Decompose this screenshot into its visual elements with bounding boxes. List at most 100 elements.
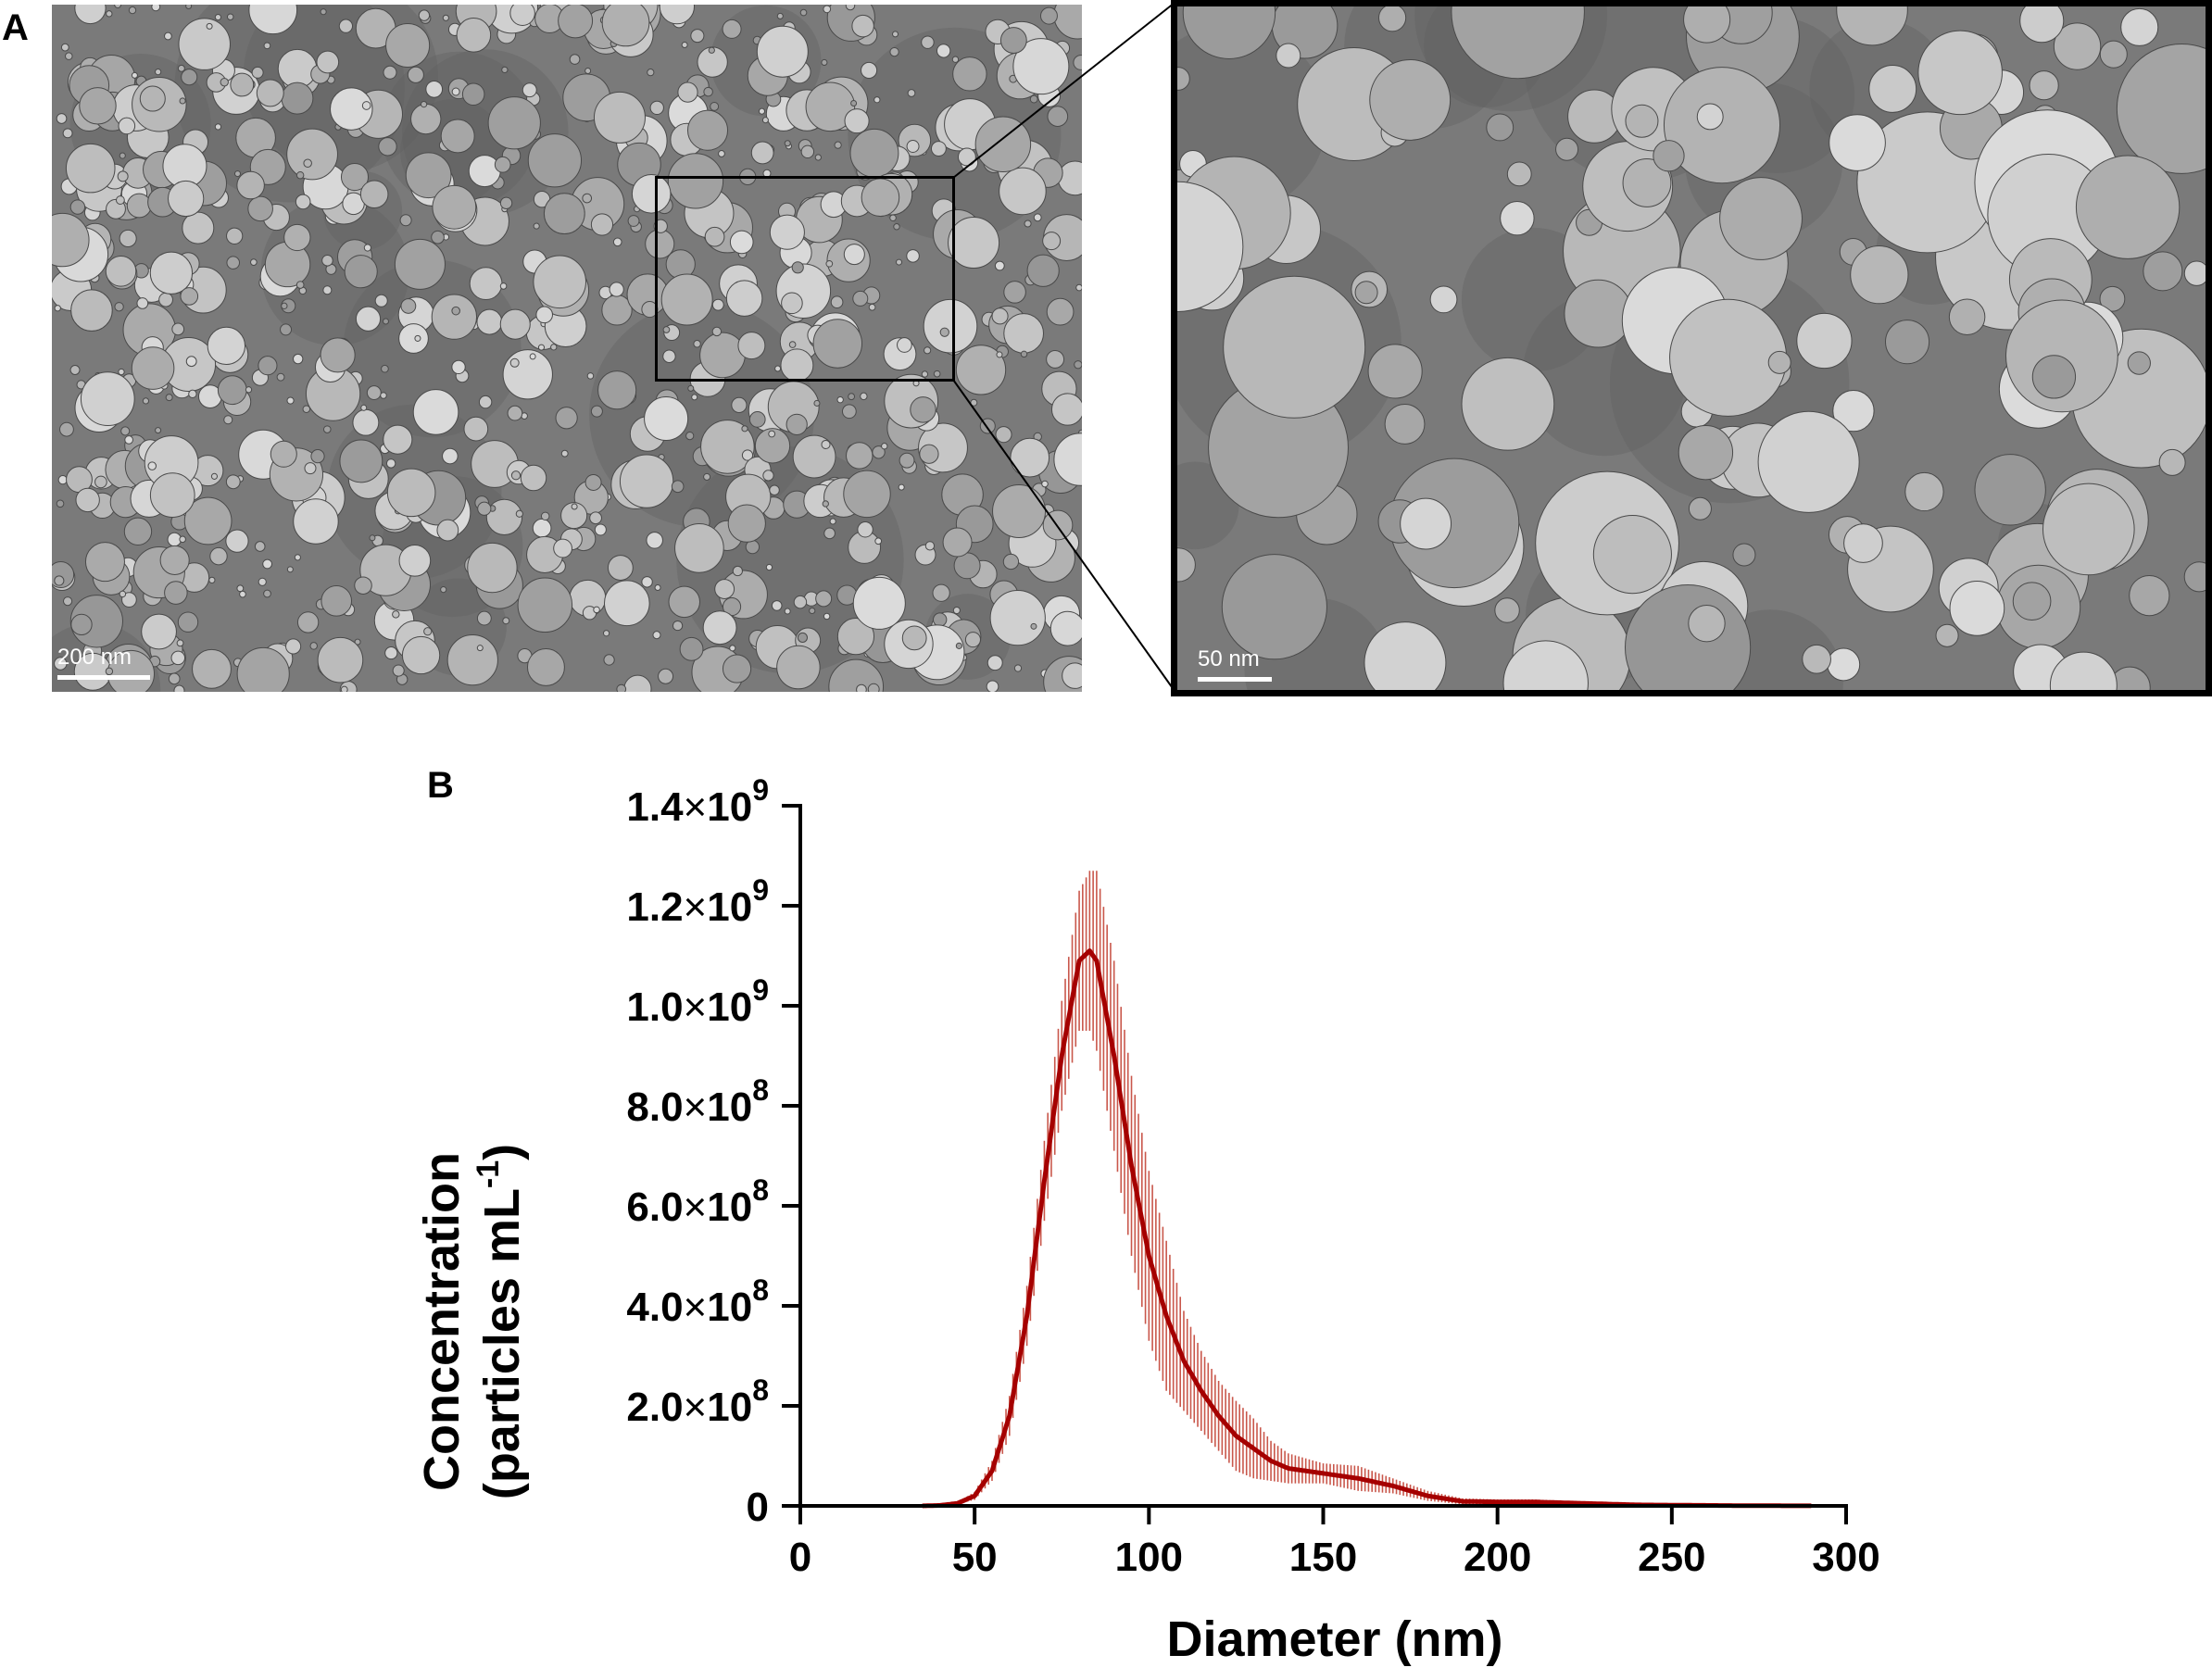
vesicle xyxy=(131,71,138,79)
vesicle xyxy=(1850,245,1909,305)
vesicle xyxy=(828,658,885,692)
x-tick-label: 250 xyxy=(1638,1535,1705,1580)
vesicle xyxy=(354,638,361,646)
x-tick-label: 0 xyxy=(789,1535,811,1580)
vesicle xyxy=(1223,275,1366,419)
vesicle xyxy=(105,667,114,676)
vesicle xyxy=(499,282,508,290)
vesicle xyxy=(2120,7,2159,46)
vesicle xyxy=(786,413,808,435)
vesicle xyxy=(725,280,763,317)
vesicle xyxy=(286,128,338,181)
vesicle xyxy=(899,452,915,469)
vesicle xyxy=(957,147,976,167)
vesicle xyxy=(515,509,523,518)
vesicle xyxy=(652,631,661,640)
vesicle xyxy=(702,610,737,646)
vesicle xyxy=(168,672,181,685)
vesicle xyxy=(185,5,193,9)
vesicle xyxy=(970,398,978,407)
vesicle xyxy=(756,25,809,78)
vesicle xyxy=(607,555,634,581)
vesicle xyxy=(59,421,74,437)
vesicle xyxy=(714,579,735,599)
vesicle xyxy=(603,654,615,666)
vesicle xyxy=(323,425,332,433)
vesicle xyxy=(442,447,459,465)
vesicle xyxy=(171,322,185,336)
vesicle xyxy=(1843,523,1883,563)
vesicle xyxy=(829,518,836,525)
vesicle xyxy=(857,521,873,538)
vesicle xyxy=(609,282,624,297)
vesicle xyxy=(451,359,466,375)
vesicle xyxy=(281,302,288,309)
vesicle xyxy=(932,583,950,602)
vesicle xyxy=(414,334,421,342)
vesicle xyxy=(446,634,498,686)
vesicle xyxy=(69,365,81,375)
zoom-connector-lines xyxy=(952,2,1175,692)
vesicle xyxy=(861,61,878,79)
vesicle xyxy=(2075,155,2181,259)
vesicle xyxy=(285,638,302,655)
vesicle xyxy=(582,193,593,204)
vesicle xyxy=(660,273,713,326)
vesicle xyxy=(363,244,371,252)
vesicle xyxy=(797,632,808,644)
vesicle xyxy=(1378,6,1407,32)
vesicle xyxy=(2099,40,2128,69)
vesicle xyxy=(1669,298,1788,417)
vesicle xyxy=(1010,437,1050,478)
vesicle xyxy=(834,141,842,149)
vesicle xyxy=(1049,610,1082,646)
vesicle xyxy=(589,511,602,525)
y-axis-title-line2: (particles mL-1) xyxy=(471,1144,530,1499)
vesicle xyxy=(671,480,685,494)
vesicle xyxy=(1683,6,1731,44)
vesicle xyxy=(304,462,317,475)
vesicle xyxy=(555,407,578,430)
vesicle xyxy=(672,620,684,632)
vesicle xyxy=(60,43,69,52)
vesicle xyxy=(436,519,459,542)
vesicle xyxy=(123,517,153,546)
vesicle xyxy=(149,251,194,295)
axes: 0 50 100 150 200 250 300 0 2.0×108 4.0×108 6.0×108… xyxy=(626,773,1879,1580)
vesicle xyxy=(1678,424,1734,481)
vesicle xyxy=(239,590,246,598)
vesicle xyxy=(841,404,857,420)
vesicle xyxy=(295,194,311,210)
vesicle xyxy=(80,371,135,427)
vesicle xyxy=(924,541,936,551)
vesicle xyxy=(270,440,297,468)
vesicle xyxy=(1622,158,1672,207)
vesicle xyxy=(476,610,492,626)
vesicle xyxy=(225,474,241,490)
vesicle xyxy=(1075,283,1082,292)
vesicle xyxy=(310,449,325,464)
vesicle xyxy=(1029,94,1038,104)
vesicle xyxy=(386,468,436,518)
vesicle xyxy=(994,260,1005,271)
vesicle xyxy=(181,69,198,86)
vesicle xyxy=(1802,644,1831,674)
vesicle xyxy=(340,163,370,192)
vesicle xyxy=(825,259,834,268)
vesicle xyxy=(641,576,653,588)
vesicle xyxy=(848,393,856,401)
vesicle xyxy=(382,318,389,325)
vesicle xyxy=(54,657,68,671)
x-axis-title: Diameter (nm) xyxy=(1166,1611,1502,1667)
vesicle xyxy=(851,14,874,38)
vesicle xyxy=(164,31,172,41)
vesicle xyxy=(54,305,61,312)
size-distribution-chart: 0 50 100 150 200 250 300 0 2.0×108 4.0×108 6.0×108… xyxy=(414,773,1880,1667)
vesicle xyxy=(467,542,518,594)
vesicle xyxy=(776,645,821,690)
vesicle xyxy=(442,14,449,21)
vesicle xyxy=(815,590,833,608)
vesicle xyxy=(177,611,199,633)
vesicle xyxy=(398,323,429,354)
vesicle xyxy=(1592,515,1672,595)
